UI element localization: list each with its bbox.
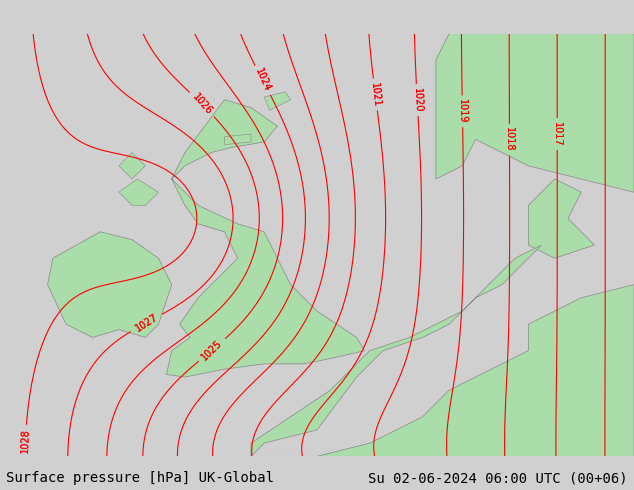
Text: 1028: 1028 [20,428,31,453]
Polygon shape [436,34,634,192]
Text: 1017: 1017 [552,122,562,147]
Text: 1020: 1020 [411,88,423,113]
Text: 1026: 1026 [190,92,214,117]
Text: 1024: 1024 [253,67,273,94]
Text: 1018: 1018 [505,127,515,152]
Text: 1025: 1025 [200,338,224,362]
Text: Surface pressure [hPa] UK-Global: Surface pressure [hPa] UK-Global [6,471,275,485]
Text: 1027: 1027 [133,312,159,334]
Text: 1019: 1019 [457,99,467,124]
Polygon shape [264,92,290,110]
Text: Su 02-06-2024 06:00 UTC (00+06): Su 02-06-2024 06:00 UTC (00+06) [368,471,628,485]
Text: 1026: 1026 [190,92,214,117]
Text: 1017: 1017 [552,122,562,147]
Polygon shape [166,99,365,377]
Polygon shape [251,245,541,456]
Text: 1021: 1021 [369,82,382,107]
Text: 1024: 1024 [253,67,273,94]
Text: 1027: 1027 [133,312,159,334]
Polygon shape [264,285,634,456]
Text: 1028: 1028 [20,428,31,453]
Polygon shape [119,179,158,205]
Polygon shape [119,152,145,179]
Polygon shape [224,134,251,145]
Text: 1018: 1018 [505,127,515,152]
Polygon shape [528,179,595,258]
Text: 1025: 1025 [200,338,224,362]
Text: 1019: 1019 [457,99,467,124]
Polygon shape [48,232,172,338]
Text: 1021: 1021 [369,82,382,107]
Text: 1020: 1020 [411,88,423,113]
